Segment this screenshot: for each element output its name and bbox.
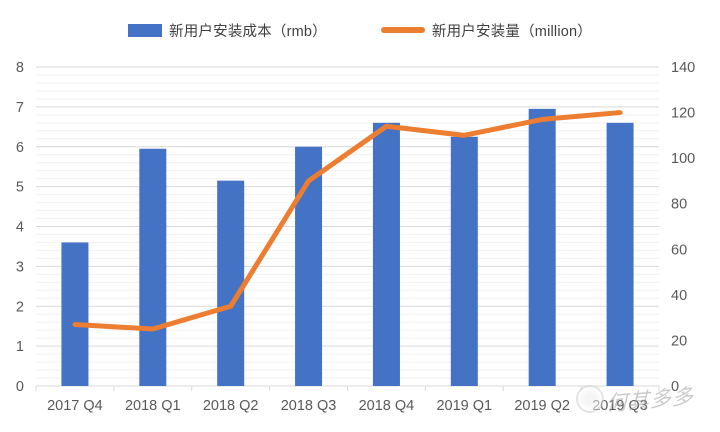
svg-text:2018 Q4: 2018 Q4 <box>359 398 415 414</box>
svg-text:2019 Q1: 2019 Q1 <box>436 398 492 414</box>
svg-text:20: 20 <box>671 333 687 349</box>
svg-text:4: 4 <box>16 220 24 236</box>
line-series-label: 新用户安装量（million） <box>431 23 592 40</box>
svg-text:2019 Q2: 2019 Q2 <box>514 398 570 414</box>
svg-text:40: 40 <box>671 288 687 304</box>
svg-text:80: 80 <box>671 197 687 213</box>
svg-text:120: 120 <box>671 106 695 122</box>
svg-text:140: 140 <box>671 60 695 76</box>
svg-text:2018 Q2: 2018 Q2 <box>203 398 259 414</box>
svg-text:1: 1 <box>16 339 24 355</box>
svg-text:0: 0 <box>671 379 679 395</box>
bar-series-label: 新用户安装成本（rmb） <box>169 23 327 40</box>
svg-text:60: 60 <box>671 242 687 258</box>
svg-text:6: 6 <box>16 140 24 156</box>
legend-item-bar-series: 新用户安装成本（rmb） <box>128 20 327 41</box>
svg-text:100: 100 <box>671 151 695 167</box>
svg-text:7: 7 <box>16 100 24 116</box>
svg-text:2017 Q4: 2017 Q4 <box>47 398 103 414</box>
svg-text:2019 Q3: 2019 Q3 <box>592 398 648 414</box>
legend-item-line-series: 新用户安装量（million） <box>380 20 592 41</box>
svg-text:2018 Q1: 2018 Q1 <box>125 398 181 414</box>
svg-text:3: 3 <box>16 259 24 275</box>
svg-text:5: 5 <box>16 180 24 196</box>
svg-text:0: 0 <box>16 379 24 395</box>
svg-text:2018 Q3: 2018 Q3 <box>281 398 337 414</box>
svg-text:2: 2 <box>16 299 24 315</box>
bar-series-swatch-icon <box>128 23 163 37</box>
svg-text:8: 8 <box>16 60 24 76</box>
line-series-swatch-icon <box>380 27 425 33</box>
legend: 新用户安装成本（rmb） 新用户安装量（million） <box>0 16 720 44</box>
